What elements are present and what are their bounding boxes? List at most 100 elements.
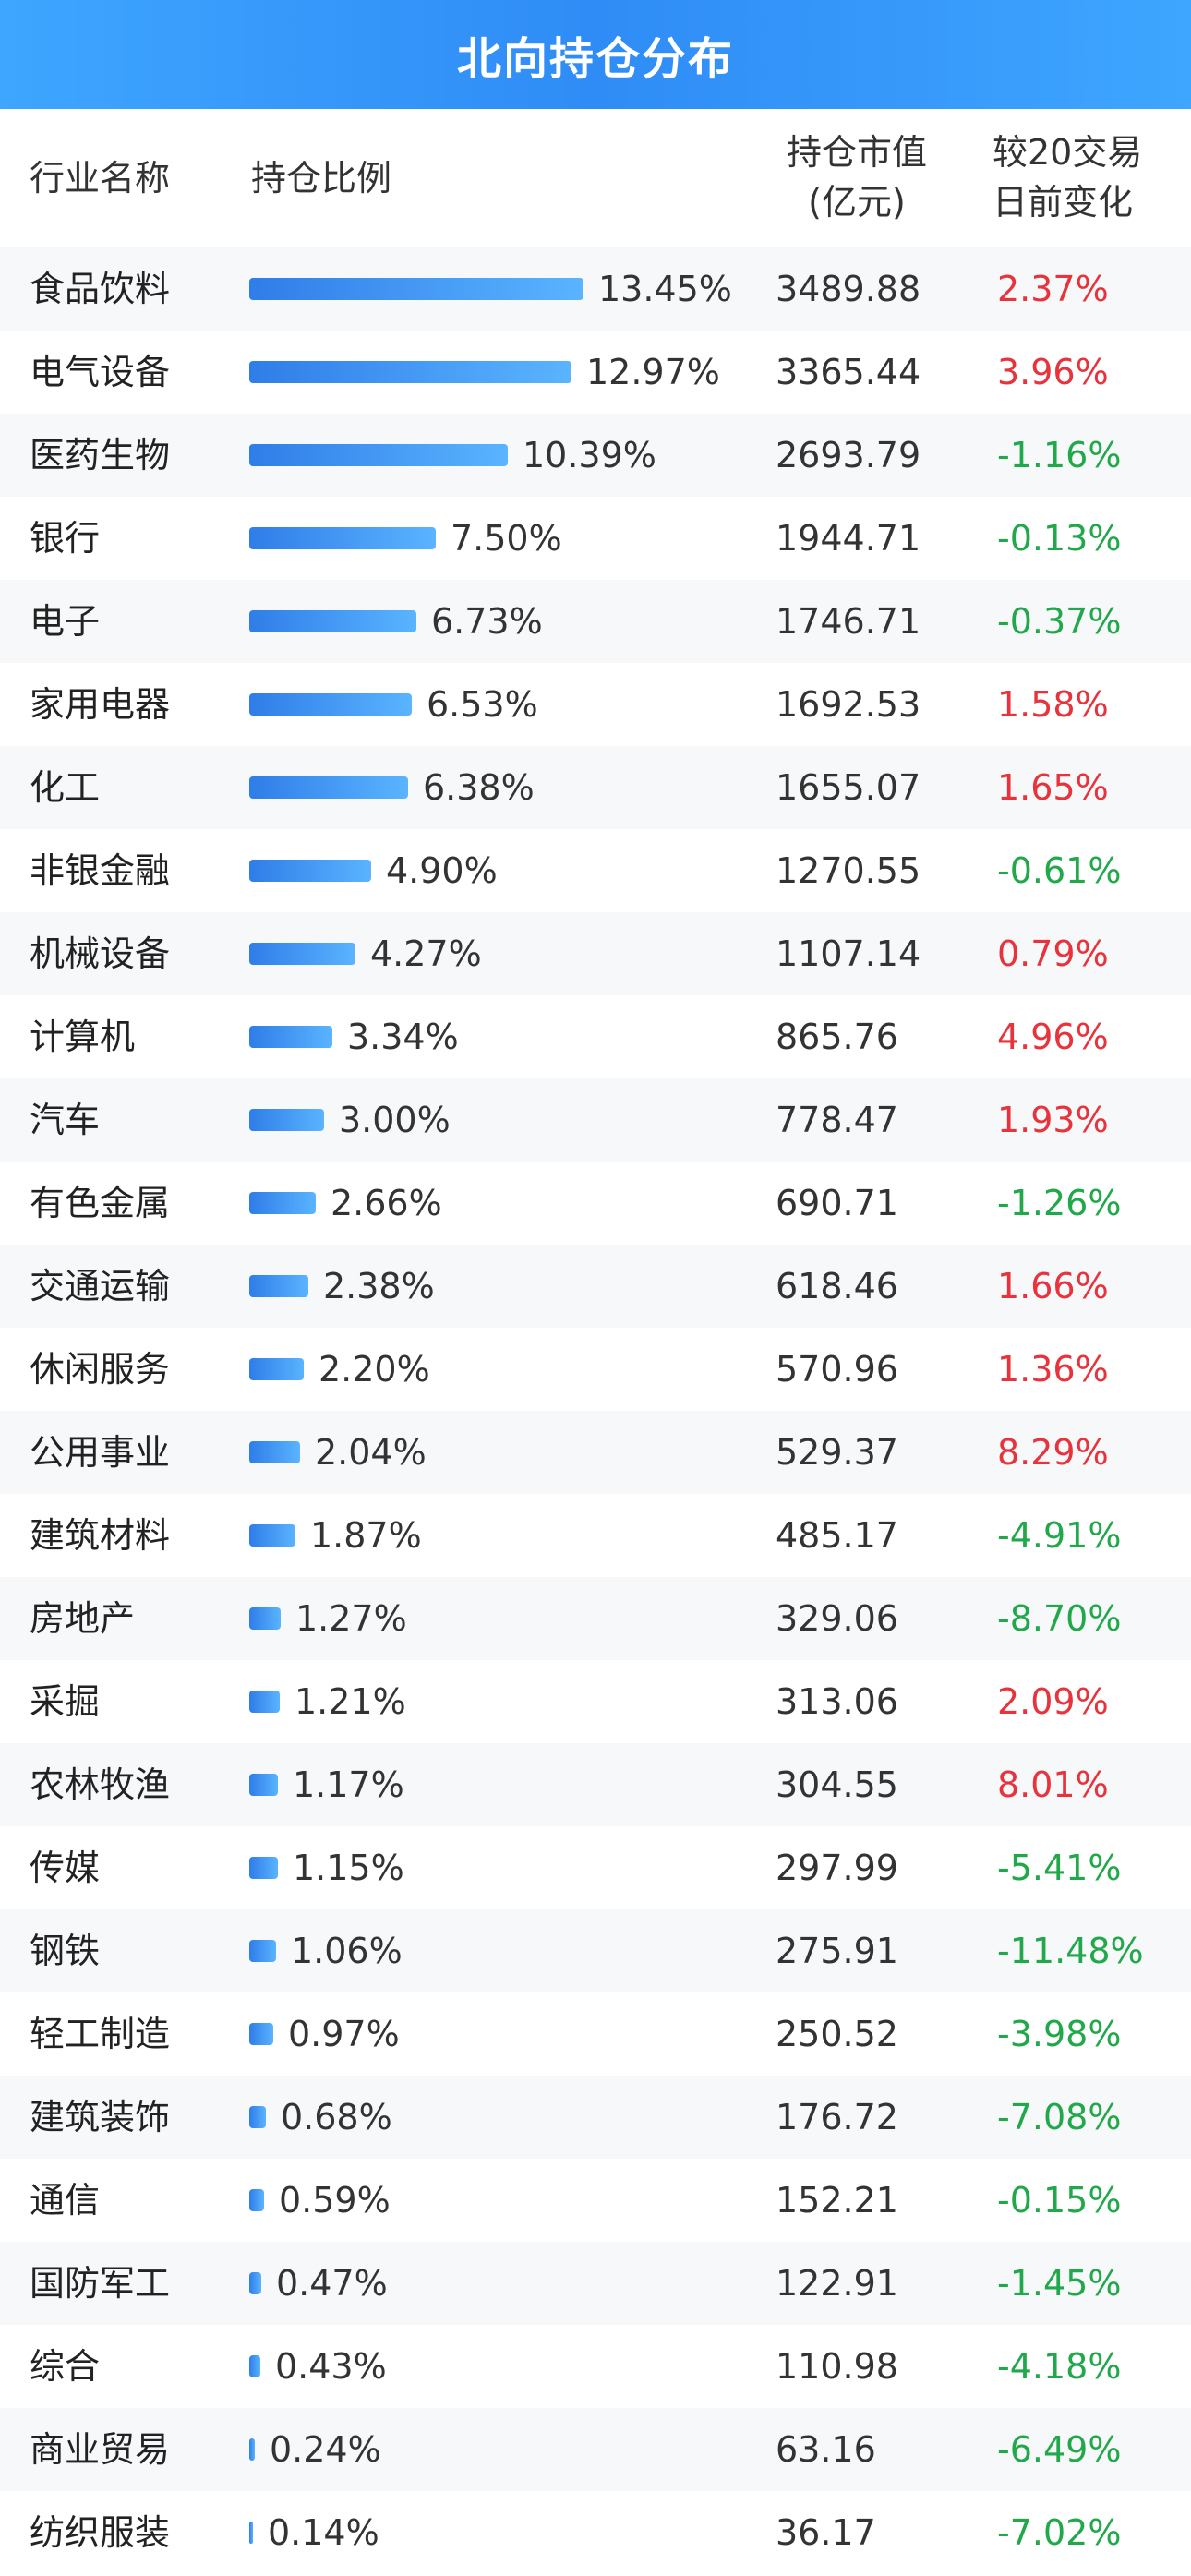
change-value: 2.37% <box>997 269 1109 309</box>
header-market-value-line2: (亿元) <box>808 182 906 223</box>
ratio-bar <box>249 1607 281 1630</box>
ratio-label: 1.06% <box>291 1931 403 1971</box>
market-value: 250.52 <box>776 2014 898 2054</box>
change-value: 4.96% <box>997 1017 1109 1057</box>
change-value: -6.49% <box>997 2429 1122 2470</box>
market-value: 1746.71 <box>776 601 921 642</box>
ratio-label: 1.87% <box>310 1515 422 1556</box>
change-value: 1.93% <box>997 1100 1109 1140</box>
ratio-label: 1.27% <box>295 1598 407 1639</box>
change-value: -7.02% <box>997 2512 1122 2553</box>
change-value: -5.41% <box>997 1848 1122 1888</box>
market-value: 690.71 <box>776 1183 898 1223</box>
ratio-label: 12.97% <box>586 352 720 392</box>
header-market-value-line1: 持仓市值 <box>786 132 927 173</box>
ratio-label: 0.43% <box>275 2346 387 2387</box>
industry-name: 非银金融 <box>30 850 171 891</box>
ratio-label: 3.00% <box>339 1100 451 1140</box>
ratio-bar <box>249 1524 295 1547</box>
ratio-bar <box>249 2522 253 2544</box>
ratio-bar <box>249 2189 264 2211</box>
table-row: 汽车 3.00% 778.47 1.93% <box>0 1078 1191 1162</box>
table-row: 非银金融 4.90% 1270.55 -0.61% <box>0 829 1191 912</box>
change-value: 1.65% <box>997 767 1109 808</box>
ratio-label: 6.38% <box>423 767 535 808</box>
industry-name: 有色金属 <box>30 1183 171 1223</box>
ratio-bar <box>249 860 371 882</box>
ratio-bar <box>249 2438 255 2461</box>
ratio-label: 0.59% <box>279 2180 391 2221</box>
ratio-label: 4.27% <box>370 933 482 974</box>
market-value: 110.98 <box>776 2346 898 2387</box>
market-value: 618.46 <box>776 1266 898 1306</box>
industry-name: 交通运输 <box>30 1266 171 1306</box>
market-value: 297.99 <box>776 1848 898 1888</box>
ratio-bar <box>249 2355 260 2377</box>
industry-name: 公用事业 <box>30 1432 171 1473</box>
change-value: -0.61% <box>997 850 1122 891</box>
market-value: 304.55 <box>776 1764 898 1805</box>
ratio-bar <box>249 278 583 300</box>
ratio-label: 0.68% <box>281 2097 392 2137</box>
table-row: 电子 6.73% 1746.71 -0.37% <box>0 580 1191 663</box>
ratio-label: 0.47% <box>276 2263 388 2304</box>
change-value: -0.15% <box>997 2180 1122 2221</box>
industry-name: 综合 <box>30 2346 101 2387</box>
industry-name: 食品饮料 <box>30 269 171 309</box>
ratio-label: 0.24% <box>270 2429 381 2470</box>
market-value: 1692.53 <box>776 684 921 725</box>
ratio-bar <box>249 693 412 716</box>
table-body: 食品饮料 13.45% 3489.88 2.37% 电气设备 12.97% 3365.44 3… <box>0 247 1191 2574</box>
industry-name: 建筑材料 <box>30 1515 171 1556</box>
table-row: 计算机 3.34% 865.76 4.96% <box>0 995 1191 1078</box>
market-value: 3489.88 <box>776 269 921 309</box>
ratio-label: 6.53% <box>427 684 538 725</box>
header-change: 较20交易 日前变化 <box>992 127 1177 227</box>
header-change-line2: 日前变化 <box>992 182 1134 223</box>
ratio-bar <box>249 1691 280 1713</box>
table-row: 电气设备 12.97% 3365.44 3.96% <box>0 331 1191 414</box>
change-value: 3.96% <box>997 352 1109 392</box>
change-value: -8.70% <box>997 1598 1122 1639</box>
market-value: 1270.55 <box>776 850 921 891</box>
change-value: 1.58% <box>997 684 1109 725</box>
market-value: 122.91 <box>776 2263 898 2304</box>
change-value: 2.09% <box>997 1681 1109 1722</box>
ratio-bar <box>249 1275 308 1297</box>
table-row: 综合 0.43% 110.98 -4.18% <box>0 2325 1191 2408</box>
ratio-bar <box>249 527 436 549</box>
table-row: 建筑装饰 0.68% 176.72 -7.08% <box>0 2076 1191 2159</box>
table-row: 医药生物 10.39% 2693.79 -1.16% <box>0 414 1191 497</box>
table-header: 行业名称 持仓比例 持仓市值 (亿元) 较20交易 日前变化 <box>0 109 1191 247</box>
ratio-label: 0.14% <box>268 2512 379 2553</box>
ratio-bar <box>249 2272 261 2294</box>
change-value: -7.08% <box>997 2097 1122 2137</box>
market-value: 63.16 <box>776 2429 876 2470</box>
market-value: 3365.44 <box>776 352 921 392</box>
header-market-value: 持仓市值 (亿元) <box>774 127 940 227</box>
table-row: 商业贸易 0.24% 63.16 -6.49% <box>0 2408 1191 2491</box>
table-row: 休闲服务 2.20% 570.96 1.36% <box>0 1328 1191 1411</box>
market-value: 2693.79 <box>776 435 921 475</box>
industry-name: 商业贸易 <box>30 2429 171 2470</box>
industry-name: 国防军工 <box>30 2263 171 2304</box>
change-value: -1.26% <box>997 1183 1122 1223</box>
table-row: 公用事业 2.04% 529.37 8.29% <box>0 1411 1191 1494</box>
ratio-bar <box>249 1026 332 1048</box>
industry-name: 纺织服装 <box>30 2512 171 2553</box>
table-row: 农林牧渔 1.17% 304.55 8.01% <box>0 1743 1191 1826</box>
ratio-bar <box>249 1358 304 1380</box>
table-row: 纺织服装 0.14% 36.17 -7.02% <box>0 2491 1191 2574</box>
market-value: 176.72 <box>776 2097 898 2137</box>
change-value: -4.18% <box>997 2346 1122 2387</box>
header-ratio: 持仓比例 <box>251 158 392 199</box>
market-value: 1107.14 <box>776 933 921 974</box>
market-value: 570.96 <box>776 1349 898 1390</box>
market-value: 778.47 <box>776 1100 898 1140</box>
ratio-label: 2.38% <box>323 1266 435 1306</box>
ratio-bar <box>249 1192 316 1214</box>
table-row: 食品饮料 13.45% 3489.88 2.37% <box>0 247 1191 331</box>
change-value: -0.37% <box>997 601 1122 642</box>
table-row: 化工 6.38% 1655.07 1.65% <box>0 746 1191 829</box>
page-title: 北向持仓分布 <box>456 33 734 85</box>
